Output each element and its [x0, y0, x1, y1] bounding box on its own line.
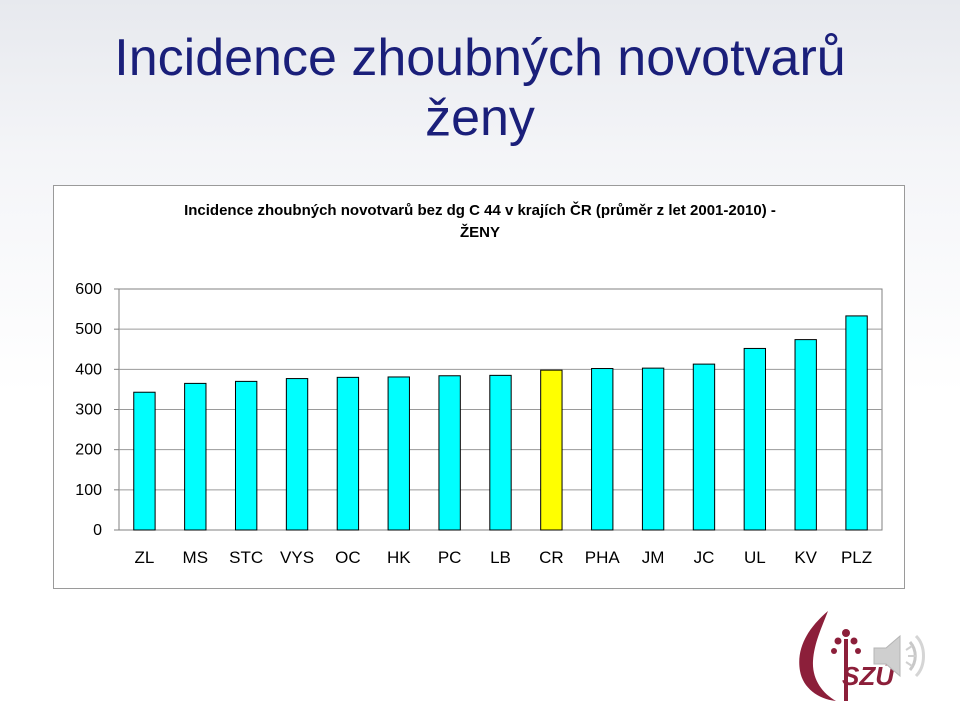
bar-ul: [743, 347, 767, 531]
bar-kv: [794, 339, 817, 531]
bar-cr: [540, 369, 563, 531]
x-category-label: UL: [744, 548, 766, 567]
bar-chart: Incidence zhoubných novotvarů bez dg C 4…: [75, 201, 883, 567]
bar-pha: [591, 368, 614, 531]
plot-area: 0 100 200 300 400 500 600 ZL MS STC VYS OC HK PC LB CR P…: [75, 281, 883, 567]
slide-title: Incidence zhoubných novotvarů ženy: [0, 28, 960, 148]
x-category-label: ZL: [135, 548, 155, 567]
y-tick-label: 100: [75, 482, 102, 499]
x-category-label: HK: [387, 548, 411, 567]
x-category-label: KV: [794, 548, 817, 567]
szu-logo-text: SZÚ: [842, 661, 895, 691]
bar-jc: [692, 363, 716, 531]
x-category-label: LB: [490, 548, 511, 567]
x-category-label: JM: [642, 548, 665, 567]
bar-vys: [285, 378, 309, 531]
slide-title-line1: Incidence zhoubných novotvarů: [114, 29, 846, 87]
y-tick-label: 600: [75, 281, 102, 298]
y-tick-label: 200: [75, 442, 102, 459]
chart-title-line2: ŽENY: [460, 223, 500, 241]
y-tick-label: 300: [75, 402, 102, 419]
bar-oc: [336, 376, 360, 531]
x-category-label: CR: [539, 548, 564, 567]
y-tick-label: 0: [93, 522, 102, 539]
x-category-label: OC: [335, 548, 361, 567]
szu-logo: SZÚ: [799, 611, 895, 701]
x-category-label: PC: [438, 548, 462, 567]
bar-ms: [184, 382, 207, 531]
x-category-label: MS: [183, 548, 209, 567]
chart-frame: Incidence zhoubných novotvarů bez dg C 4…: [53, 185, 905, 589]
y-tick-label: 500: [75, 321, 102, 338]
bar-plz: [845, 315, 868, 531]
bar-jm: [641, 367, 665, 531]
x-category-label: PHA: [585, 548, 621, 567]
x-category-label: PLZ: [841, 548, 872, 567]
y-tick-label: 400: [75, 361, 102, 378]
speaker-icon[interactable]: [870, 628, 932, 684]
x-category-label: VYS: [280, 548, 314, 567]
bar-lb: [489, 374, 512, 531]
bar-pc: [438, 375, 461, 531]
x-category-label: STC: [229, 548, 263, 567]
bar-stc: [234, 380, 258, 531]
slide-title-line2: ženy: [425, 89, 535, 147]
bar-zl: [133, 391, 156, 531]
x-category-label: JC: [694, 548, 715, 567]
szu-logo-emblem-icon: [799, 611, 861, 701]
bar-hk: [387, 376, 410, 531]
chart-title-line1: Incidence zhoubných novotvarů bez dg C 4…: [184, 201, 776, 219]
